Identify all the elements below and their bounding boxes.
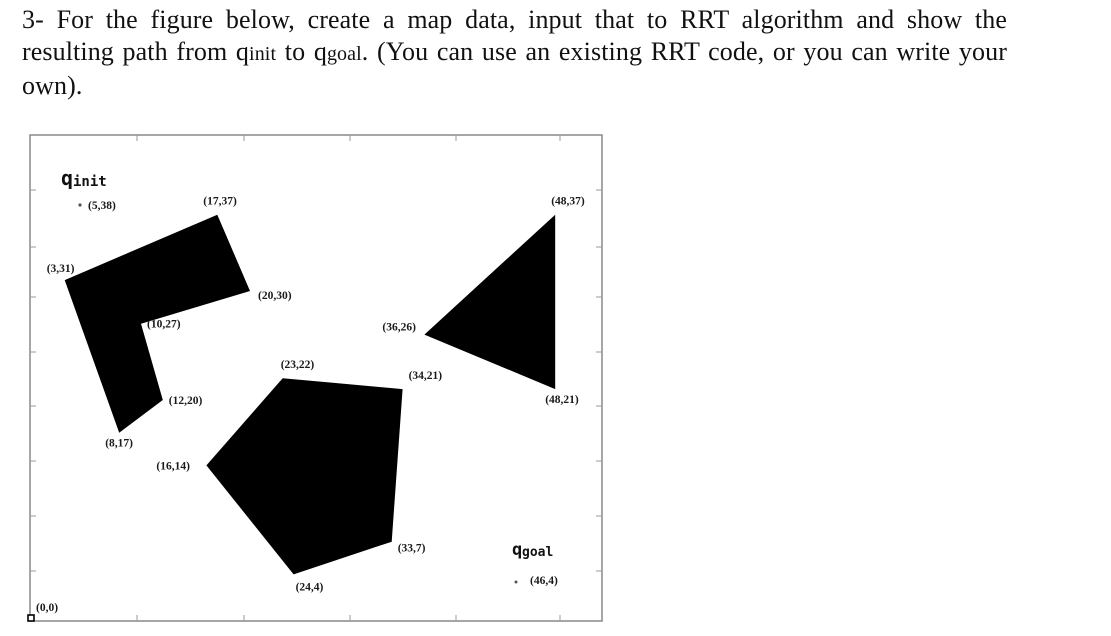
qinit-subscript-text: init <box>249 42 277 65</box>
origin-label: (0,0) <box>36 602 58 614</box>
qgoal-point <box>514 580 518 584</box>
qinit-symbol: q <box>61 166 73 190</box>
vertex-label-triangle-1: (48,37) <box>551 196 585 208</box>
vertex-label-l-shape-4: (12,20) <box>169 395 203 407</box>
origin-marker: (0,0) <box>27 602 58 622</box>
question-line-2-part-a: resu <box>22 36 66 66</box>
question-line-1: 3- For the figure below, create a map da… <box>22 5 1007 34</box>
vertex-label-l-shape-3: (10,27) <box>147 319 181 331</box>
qinit-point <box>78 203 82 207</box>
qgoal-marker: q goal (46,4) <box>512 540 558 587</box>
map-ticks <box>30 135 602 621</box>
qgoal-coord-label: (46,4) <box>530 575 558 587</box>
vertex-label-l-shape-5: (8,17) <box>105 438 133 450</box>
question-line-2-part-d: . (You can use an existing RRT code, or … <box>361 36 1007 66</box>
vertex-label-pentagon-0: (23,22) <box>281 359 315 371</box>
vertex-label-triangle-2: (48,21) <box>545 394 579 406</box>
obstacle-pentagon <box>206 378 403 575</box>
vertex-label-l-shape-2: (20,30) <box>258 290 292 302</box>
vertex-label-l-shape-0: (3,31) <box>47 263 75 275</box>
qinit-marker: q init (5,38) <box>61 166 116 212</box>
question-line-2: resulting path from qinit to qgoal. (You… <box>22 36 1007 71</box>
question-line-3: own). <box>22 71 83 100</box>
qgoal-symbol: q <box>512 540 522 560</box>
vertex-label-pentagon-1: (34,21) <box>409 370 443 382</box>
obstacles <box>64 214 556 575</box>
qgoal-subscript: goal <box>522 545 553 560</box>
question-line-2-part-b: lting path from q <box>65 36 250 66</box>
vertex-label-pentagon-2: (33,7) <box>398 543 426 555</box>
obstacle-triangle <box>424 214 556 390</box>
vertex-label-pentagon-3: (24,4) <box>296 581 324 593</box>
qinit-coord-label: (5,38) <box>88 200 116 212</box>
qgoal-subscript-text: goal <box>326 42 362 65</box>
question-line-2-part-c: to q <box>276 36 327 66</box>
vertex-label-l-shape-1: (17,37) <box>203 196 237 208</box>
vertex-labels: (3,31) (17,37) (20,30) (10,27) (12,20) (8,17)… <box>47 196 585 594</box>
question-text: 3- For the figure below, create a map da… <box>22 4 1007 102</box>
qinit-subscript: init <box>73 174 107 190</box>
obstacle-l-shape <box>64 214 250 433</box>
vertex-label-pentagon-4: (16,14) <box>156 460 190 472</box>
origin-point <box>27 614 35 622</box>
vertex-label-triangle-0: (36,26) <box>382 322 416 334</box>
